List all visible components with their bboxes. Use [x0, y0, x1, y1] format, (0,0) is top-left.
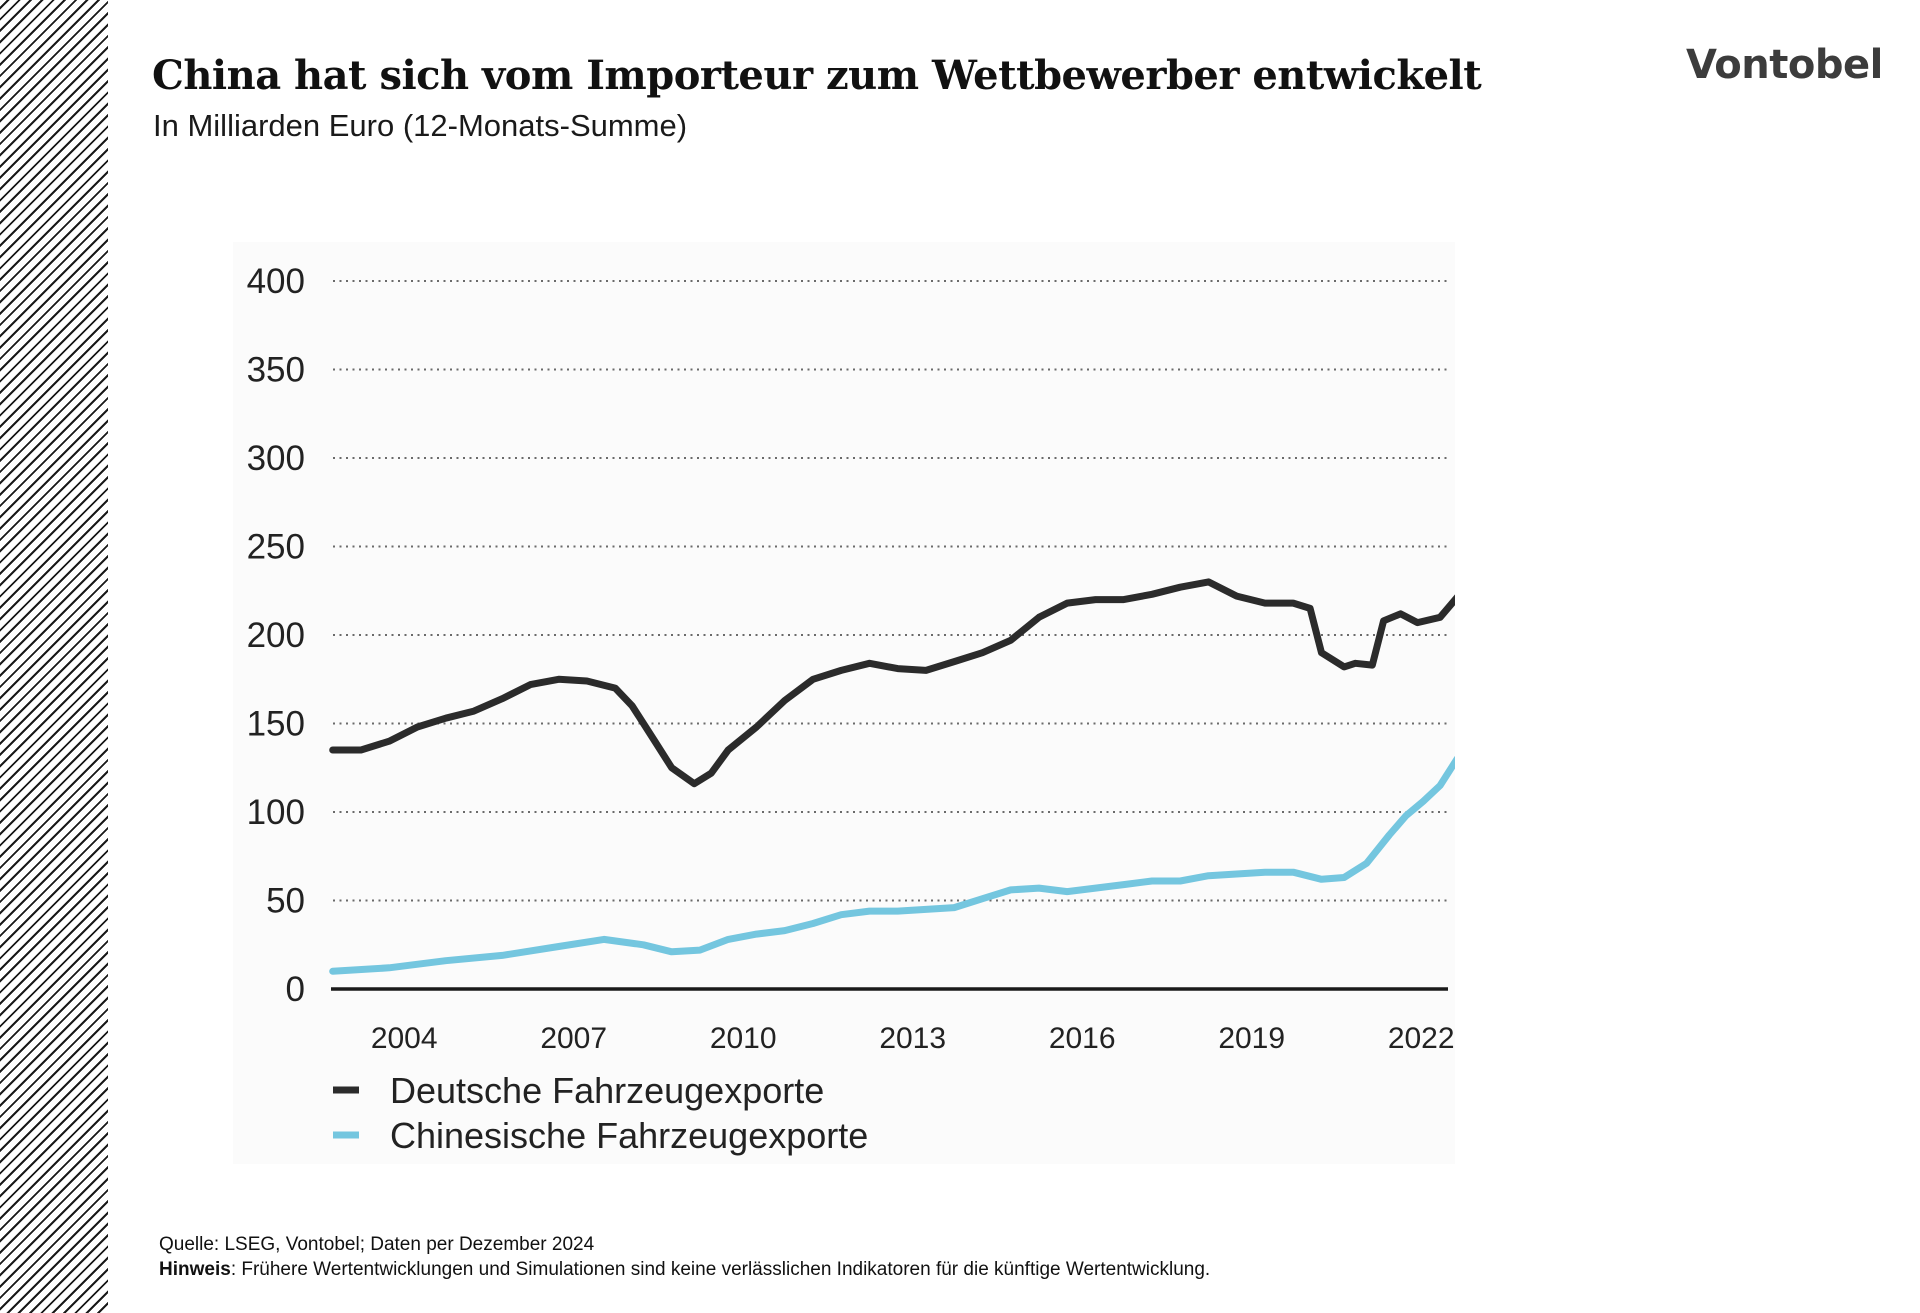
disclaimer-text: : Frühere Wertentwicklungen und Simulati…	[230, 1259, 1211, 1280]
y-axis-ticks: 0 50 100 150 200 250 300 350 400	[247, 262, 305, 1009]
x-axis-ticks: 2004 2007 2010 2013 2016 2019 2022	[371, 1022, 1455, 1055]
line-chart: 0 50 100 150 200 250 300 350 400 2004 2007 2010 201…	[247, 262, 1455, 1156]
gridlines	[331, 280, 1448, 991]
disclaimer-label: Hinweis	[159, 1259, 231, 1280]
y-tick-label: 100	[247, 793, 305, 832]
series-line-2	[329, 755, 1455, 975]
series-line-1	[329, 578, 1455, 788]
y-tick-label: 400	[247, 262, 305, 301]
x-tick-label: 2004	[371, 1022, 438, 1055]
y-tick-label: 0	[286, 970, 305, 1009]
y-tick-label: 350	[247, 351, 305, 390]
x-tick-label: 2007	[540, 1022, 607, 1055]
series-lines	[329, 578, 1455, 975]
y-tick-label: 200	[247, 616, 305, 655]
x-tick-label: 2022	[1388, 1022, 1455, 1055]
x-tick-label: 2016	[1049, 1022, 1116, 1055]
hatched-side-stripe	[0, 0, 108, 1313]
x-tick-label: 2013	[879, 1022, 946, 1055]
legend-label: Chinesische Fahrzeugexporte	[390, 1115, 868, 1156]
chart-area: 0 50 100 150 200 250 300 350 400 2004 2007 2010 201…	[233, 242, 1455, 1164]
x-tick-label: 2010	[710, 1022, 777, 1055]
disclaimer-note: Hinweis: Frühere Wertentwicklungen und S…	[159, 1259, 1210, 1281]
source-note: Quelle: LSEG, Vontobel; Daten per Dezemb…	[159, 1234, 595, 1255]
y-tick-label: 300	[247, 439, 305, 478]
y-tick-label: 250	[247, 528, 305, 567]
chart-subtitle: In Milliarden Euro (12-Monats-Summe)	[153, 108, 688, 143]
chart-title: China hat sich vom Importeur zum Wettbew…	[152, 52, 1482, 99]
x-tick-label: 2019	[1218, 1022, 1285, 1055]
y-tick-label: 50	[266, 882, 305, 921]
y-tick-label: 150	[247, 705, 305, 744]
legend-label: Deutsche Fahrzeugexporte	[390, 1070, 824, 1111]
vontobel-logo: Vontobel	[1686, 42, 1883, 88]
